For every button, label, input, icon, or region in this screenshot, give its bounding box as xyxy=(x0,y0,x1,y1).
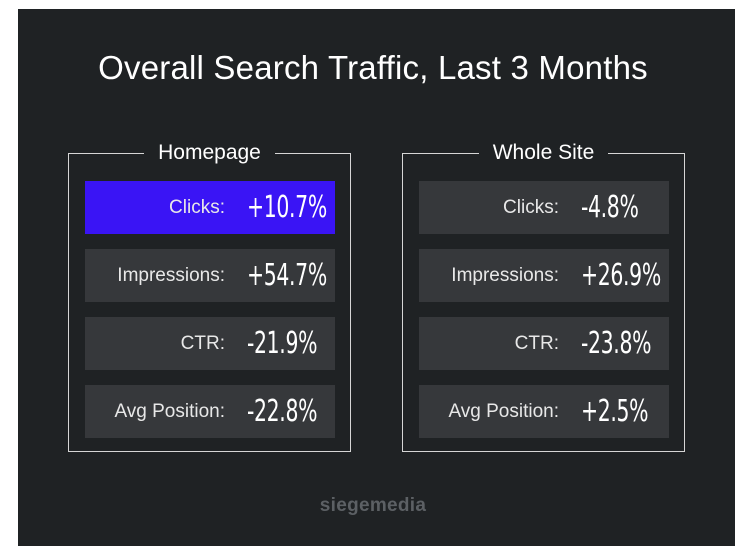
metric-row-site-avg-position: Avg Position: +2.5% xyxy=(419,385,669,438)
page-title: Overall Search Traffic, Last 3 Months xyxy=(98,49,648,86)
metric-value: +10.7% xyxy=(247,190,327,225)
metric-label: Avg Position: xyxy=(114,400,225,422)
metric-value: -23.8% xyxy=(581,326,652,361)
metric-value: +26.9% xyxy=(581,258,661,293)
brand-logo: siegemedia xyxy=(319,495,427,516)
metric-value: -4.8% xyxy=(581,190,639,225)
metric-row-homepage-clicks: Clicks: +10.7% xyxy=(85,181,335,234)
metric-value: -22.8% xyxy=(247,394,318,429)
metric-value: +2.5% xyxy=(581,394,649,429)
metric-row-homepage-impressions: Impressions: +54.7% xyxy=(85,249,335,302)
metric-row-homepage-avg-position: Avg Position: -22.8% xyxy=(85,385,335,438)
metric-row-site-clicks: Clicks: -4.8% xyxy=(419,181,669,234)
metric-value: +54.7% xyxy=(247,258,327,293)
metric-value: -21.9% xyxy=(247,326,318,361)
panel-homepage: Homepage Clicks: +10.7% Impressions: +54… xyxy=(68,139,351,452)
panel-whole-site: Whole Site Clicks: -4.8% Impressions: +2… xyxy=(402,139,685,452)
metric-label: CTR: xyxy=(514,332,559,354)
metric-label: Clicks: xyxy=(169,196,225,218)
metric-label: Avg Position: xyxy=(448,400,559,422)
metric-label: CTR: xyxy=(180,332,225,354)
metric-row-site-ctr: CTR: -23.8% xyxy=(419,317,669,370)
metric-label: Impressions: xyxy=(117,264,225,286)
metric-label: Impressions: xyxy=(451,264,559,286)
metric-label: Clicks: xyxy=(503,196,559,218)
metric-row-homepage-ctr: CTR: -21.9% xyxy=(85,317,335,370)
metric-row-site-impressions: Impressions: +26.9% xyxy=(419,249,669,302)
